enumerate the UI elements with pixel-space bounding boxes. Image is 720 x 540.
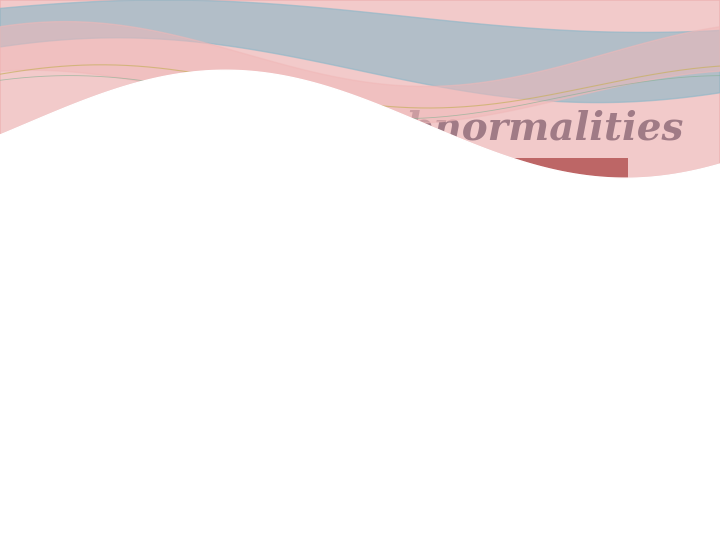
Text: LSIL (encompassing HPV/mild dysplasia/CIN; CIN 1): LSIL (encompassing HPV/mild dysplasia/CI… xyxy=(145,274,519,288)
Text: Squamous: Squamous xyxy=(294,167,472,198)
FancyBboxPatch shape xyxy=(138,158,629,206)
FancyBboxPatch shape xyxy=(138,319,629,379)
FancyBboxPatch shape xyxy=(138,206,629,266)
Text: Squamous cell carcinoma: Squamous cell carcinoma xyxy=(145,386,328,400)
Text: HSIL (encompassing moderate and severe dysplasia, carcinoma in situ; CIN 2
and C: HSIL (encompassing moderate and severe d… xyxy=(145,326,698,359)
Text: Atypical squamous cells (ASC) of undetermined significance (ASC-US) cannot
exclu: Atypical squamous cells (ASC) of undeter… xyxy=(145,214,696,246)
Text: Epithelial Cell Abnormalities: Epithelial Cell Abnormalities xyxy=(53,110,685,148)
FancyBboxPatch shape xyxy=(138,266,629,319)
FancyBboxPatch shape xyxy=(138,379,629,427)
